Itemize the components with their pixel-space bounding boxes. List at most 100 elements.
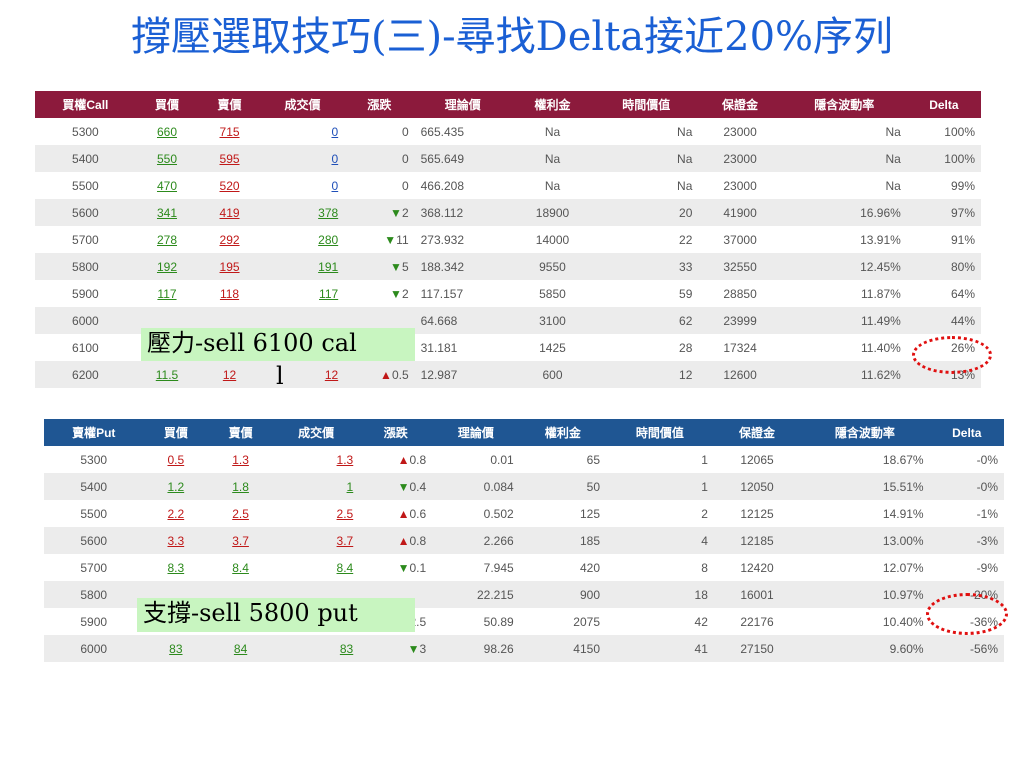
put-ask-link-cell: 1.8 [208, 473, 273, 500]
put-last-price-link[interactable]: 1 [346, 479, 354, 494]
put-last-price-link[interactable]: 3.7 [336, 533, 354, 548]
put-bid-link[interactable]: 8.3 [167, 560, 185, 575]
put-premium-cell-cell: 185 [519, 527, 606, 554]
put-premium-cell-cell: 4150 [519, 635, 606, 662]
put-options-table: 賣權Put 買價 賣價 成交價 漲跌 理論價 權利金 時間價值 保證金 隱含波動率 Delta 53… [44, 419, 1004, 662]
put-ask-link[interactable]: 84 [233, 641, 248, 656]
call-bid-link[interactable]: 278 [156, 232, 178, 247]
put-ask-link-cell: 3.7 [208, 527, 273, 554]
call-ask-link[interactable]: 12 [222, 367, 237, 382]
call-change-value: 5 [401, 259, 409, 274]
call-bid-link[interactable]: 192 [156, 259, 178, 274]
put-last-price-link[interactable]: 1.3 [336, 452, 354, 467]
call-time-value-cell-cell: 28 [679, 340, 693, 355]
call-strike-cell-cell: 5600 [35, 199, 136, 226]
call-ask-link-cell: 118 [198, 280, 261, 307]
call-last-price-link[interactable]: 0 [331, 178, 339, 193]
put-bid-link-cell: 0.5 [143, 446, 208, 473]
put-ask-link[interactable]: 3.7 [232, 533, 249, 548]
put-header-cell: 理論價 [432, 419, 520, 446]
call-resistance-annotation-tail: l [276, 362, 284, 390]
call-ask-link[interactable]: 292 [219, 232, 240, 247]
call-bid-link[interactable]: 341 [156, 205, 178, 220]
call-margin-cell-cell: 23999 [698, 307, 782, 334]
put-ask-link-cell: 2.5 [208, 500, 273, 527]
call-implied-volatility-cell-cell: 11.40% [860, 340, 901, 355]
call-last-price-link[interactable]: 12 [324, 367, 339, 382]
put-ask-link-cell: 84 [208, 635, 273, 662]
put-implied-volatility-cell-cell: 13.00% [800, 527, 930, 554]
put-theoretical-price-cell-cell: 2.266 [432, 527, 520, 554]
put-delta-cell-cell: -0% [976, 452, 998, 467]
call-last-price-link-cell: 117 [261, 280, 344, 307]
put-bid-link[interactable]: 2.2 [167, 506, 185, 521]
call-bid-link[interactable]: 11.5 [155, 367, 179, 382]
put-strike-cell-cell: 5400 [44, 473, 144, 500]
call-bid-link-cell: 192 [135, 253, 199, 280]
put-header-cell: 賣權Put [44, 419, 144, 446]
call-bid-link-cell: 470 [136, 172, 199, 199]
put-last-price-link-cell: 3.7 [272, 527, 360, 554]
call-premium-cell-cell: 600 [510, 361, 595, 388]
call-time-value-cell-cell: 33 [594, 253, 699, 280]
call-time-value-cell-cell: 62 [594, 307, 699, 334]
call-bid-link[interactable]: 470 [156, 178, 178, 193]
put-last-price-link-cell: 2.5 [273, 500, 359, 527]
call-ask-link[interactable]: 595 [219, 151, 240, 166]
call-bid-link[interactable]: 550 [156, 151, 178, 166]
put-bid-link[interactable]: 0.5 [167, 452, 185, 467]
call-table-row: 5900 117 118 117 ▼2 117.157 5850 59 28850 11.87% 6… [35, 280, 981, 307]
call-ask-link[interactable]: 118 [219, 286, 240, 301]
call-time-value-cell-cell: Na [594, 145, 699, 172]
put-header-cell: 買價 [143, 419, 209, 446]
call-last-price-link[interactable]: 280 [318, 232, 339, 247]
put-last-price-link[interactable]: 2.5 [336, 506, 354, 521]
put-margin-cell-cell: 12065 [740, 452, 774, 467]
put-ask-link[interactable]: 1.3 [232, 452, 249, 467]
put-last-price-link[interactable]: 83 [339, 641, 354, 656]
call-ask-link-cell: 419 [198, 199, 261, 226]
call-change-value: 2 [401, 205, 409, 220]
put-table-row: 5600 3.3 3.7 3.7 ▲0.8 2.266 185 4 12185 13.00% -3% [44, 527, 1004, 554]
put-ask-link[interactable]: 2.5 [232, 506, 249, 521]
call-margin-cell-cell: 41900 [698, 199, 782, 226]
call-last-price-link[interactable]: 191 [318, 259, 339, 274]
put-implied-volatility-cell-cell: 14.91% [882, 506, 924, 521]
call-delta-cell-cell: 100% [944, 124, 975, 139]
put-time-value-cell-cell: 1 [701, 452, 708, 467]
call-last-price-link[interactable]: 0 [331, 124, 339, 139]
call-ask-link[interactable]: 419 [219, 205, 240, 220]
put-table-row: 5800 22.215 900 18 16001 10.97% -20% [44, 581, 1004, 608]
call-implied-volatility-cell-cell: Na [885, 178, 901, 193]
call-strike-cell-cell: 6200 [35, 361, 136, 388]
put-bid-link-cell: 3.3 [143, 527, 209, 554]
call-ask-link[interactable]: 195 [219, 259, 240, 274]
put-bid-link[interactable]: 3.3 [167, 533, 185, 548]
put-bid-link[interactable]: 1.2 [167, 479, 185, 494]
call-bid-link[interactable]: 660 [156, 124, 178, 139]
call-table-header: 買權Call 買價 賣價 成交價 漲跌 理論價 權利金 時間價值 保證金 隱含波動率 Delta [35, 91, 981, 118]
call-header-cell: 買價 [135, 91, 199, 118]
put-last-price-link[interactable]: 8.4 [336, 560, 354, 575]
put-header-cell: 漲跌 [359, 419, 433, 446]
put-strike-cell-cell: 5700 [80, 560, 108, 575]
call-last-price-link-cell: 12 [260, 361, 345, 388]
call-header-cell: 賣價 [198, 91, 261, 118]
call-ask-link-cell: 595 [198, 145, 261, 172]
call-last-price-link[interactable]: 0 [331, 151, 339, 166]
put-delta-cell-cell: -56% [929, 635, 1004, 662]
put-ask-link[interactable]: 8.4 [232, 560, 249, 575]
call-bid-link-cell: 11.5 [135, 361, 199, 388]
call-ask-link[interactable]: 520 [219, 178, 240, 193]
put-bid-link[interactable]: 83 [169, 641, 183, 656]
call-bid-link[interactable]: 117 [157, 286, 177, 301]
call-last-price-link[interactable]: 378 [318, 205, 339, 220]
call-implied-volatility-cell-cell: 11.87% [860, 286, 901, 301]
put-header-cell: 隱含波動率 [800, 419, 930, 446]
put-theoretical-price-cell-cell: 0.084 [432, 473, 520, 500]
call-last-price-link[interactable]: 117 [319, 286, 339, 301]
call-ask-link[interactable]: 715 [219, 124, 240, 139]
call-strike-cell-cell: 5300 [72, 124, 99, 139]
put-ask-link[interactable]: 1.8 [232, 479, 249, 494]
call-change-cell-cell: ▲0.5 [344, 361, 415, 388]
